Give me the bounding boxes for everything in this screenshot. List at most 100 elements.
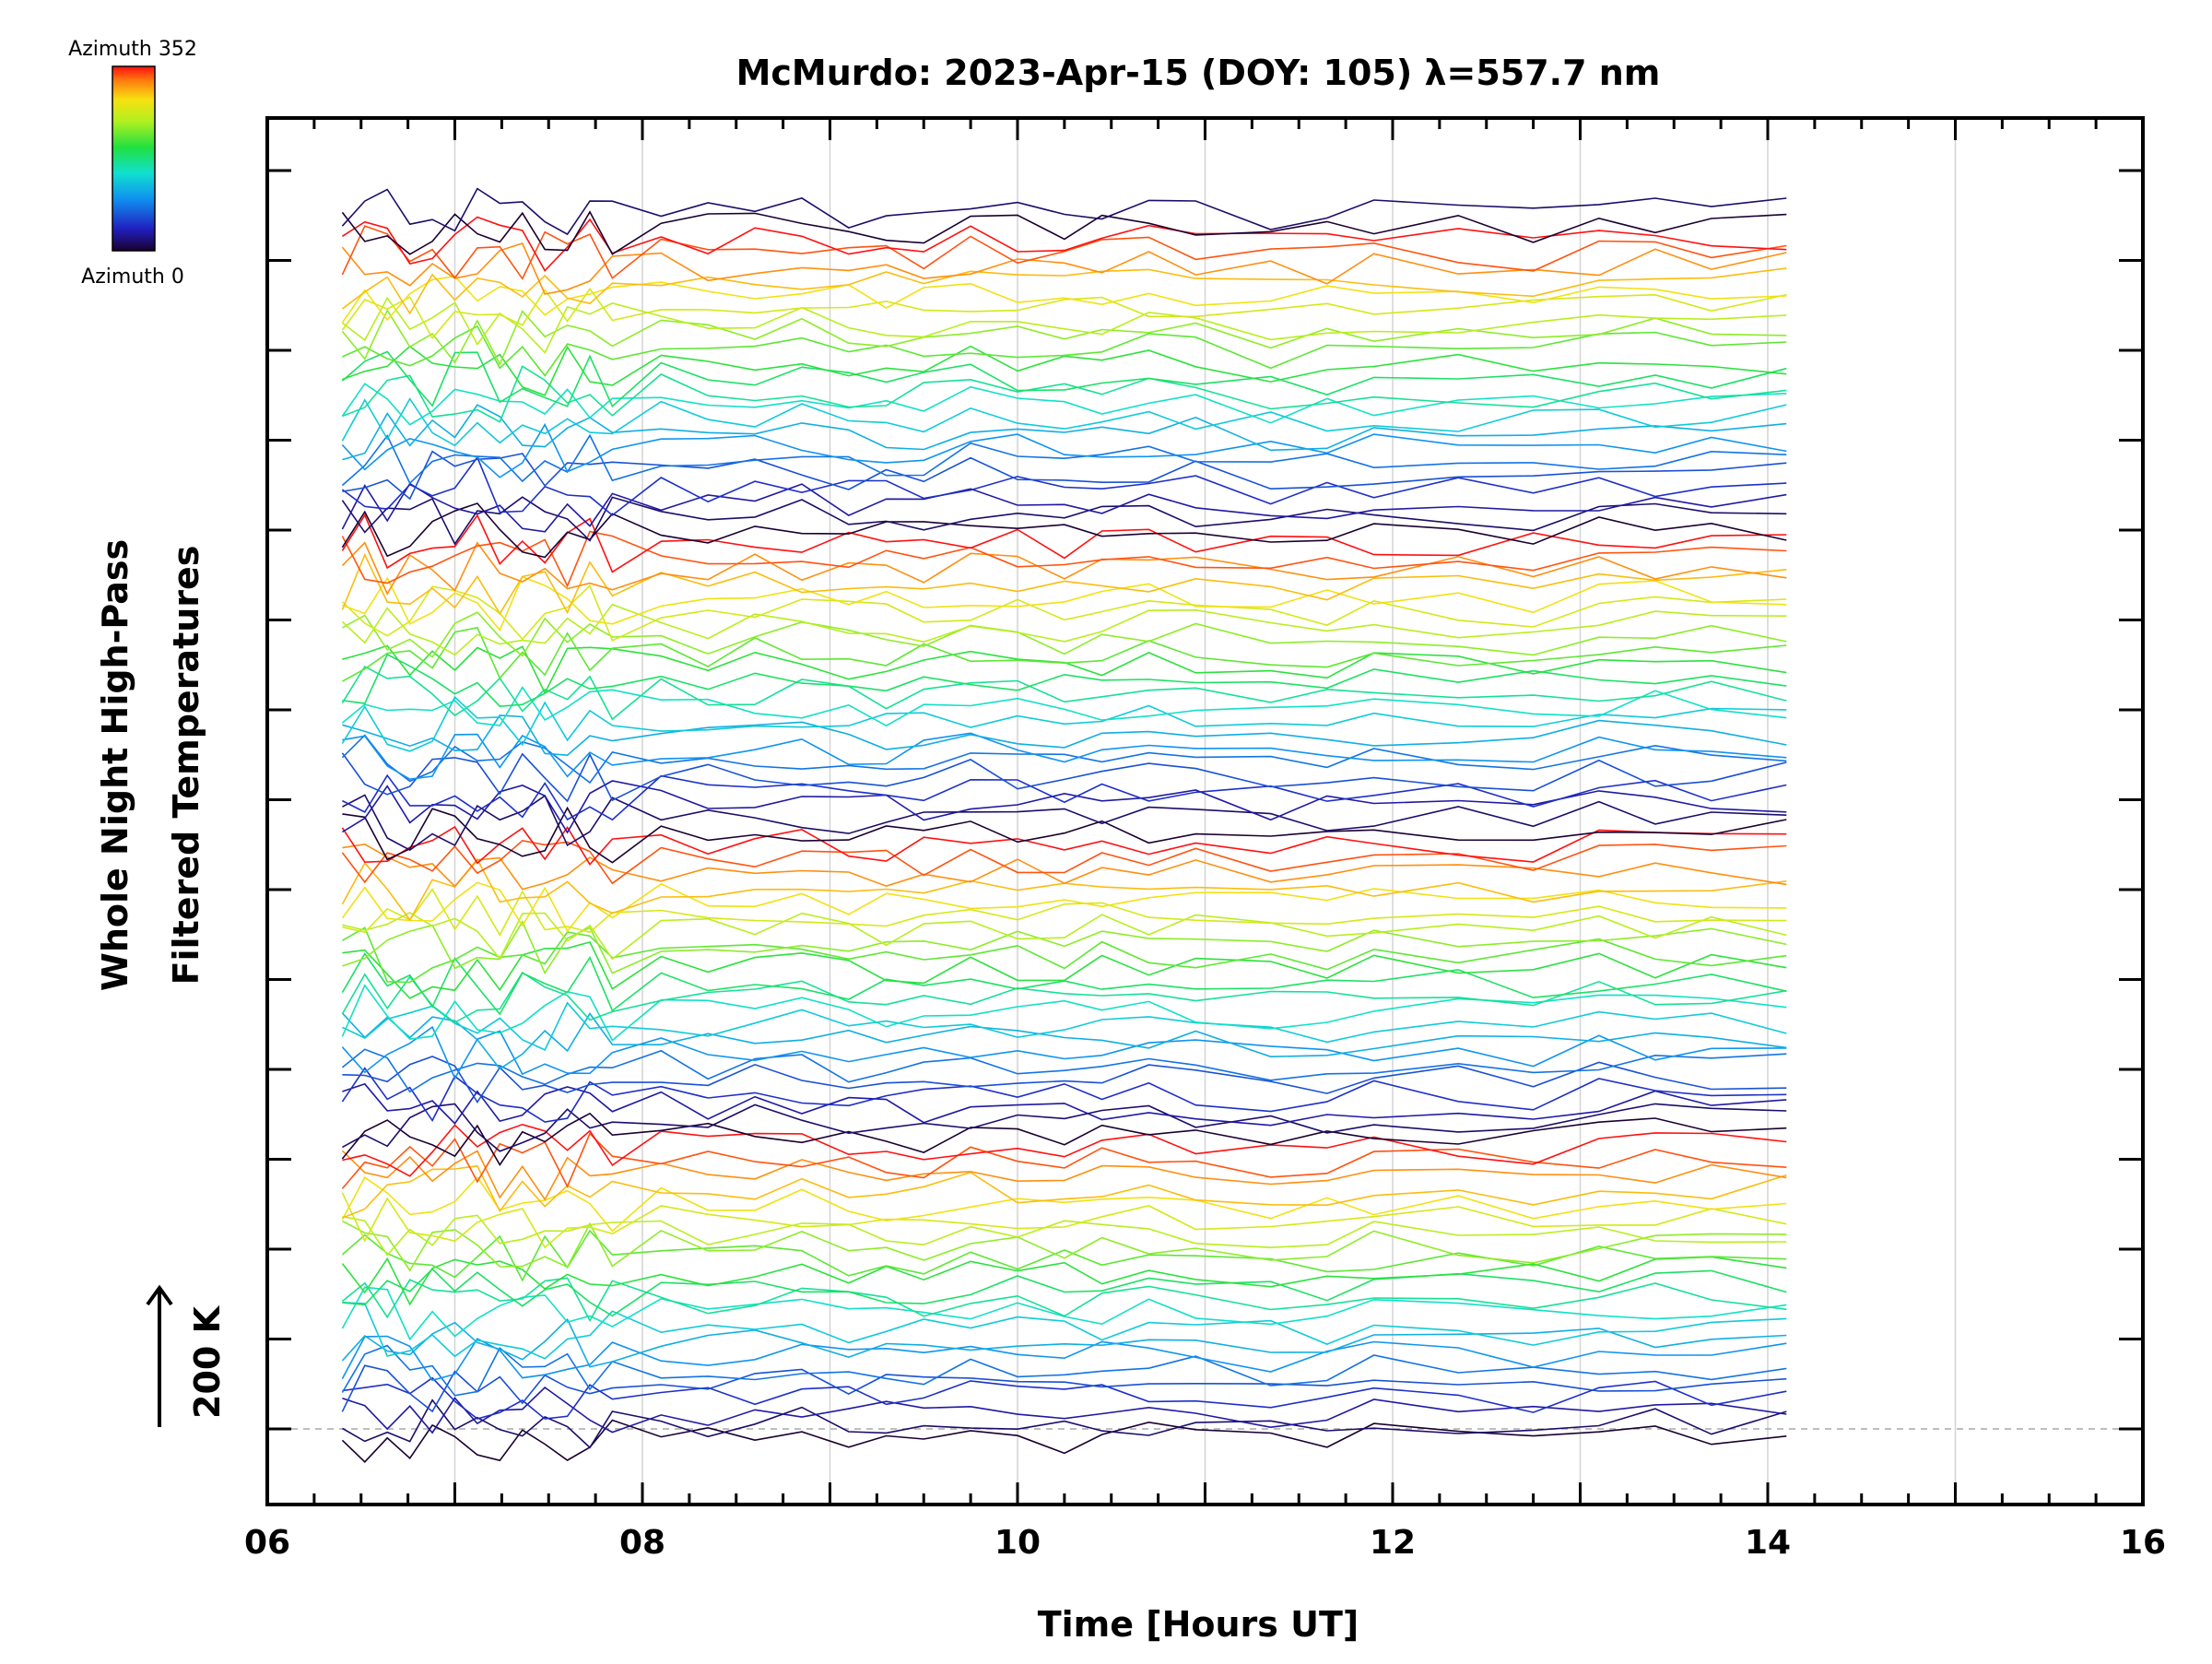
series-line (342, 653, 1787, 708)
series-line (341, 1112, 1787, 1167)
series-line (342, 714, 1787, 757)
series-line (342, 926, 1787, 984)
series-line (341, 210, 1787, 255)
colorbar-gradient (112, 65, 156, 252)
series-line (342, 1082, 1787, 1127)
series-line (341, 1256, 1787, 1306)
grid-lines (267, 118, 2143, 1505)
series-line (341, 1317, 1787, 1368)
series-line (341, 397, 1787, 447)
series-line (342, 365, 1787, 423)
series-line (341, 1277, 1787, 1323)
series-line (341, 513, 1787, 573)
series-line (341, 541, 1787, 596)
series-line (341, 1175, 1787, 1233)
series-line (342, 611, 1787, 658)
series-line (342, 773, 1787, 821)
series-line (341, 734, 1787, 785)
series-line (341, 502, 1787, 559)
scale-marker-label: 200 K (187, 1304, 228, 1419)
series-line (342, 1056, 1787, 1103)
series-line (342, 732, 1787, 781)
series-line (341, 1192, 1787, 1249)
series-line (341, 1419, 1787, 1463)
series-line (341, 780, 1787, 834)
colorbar-top-label: Azimuth 352 (68, 38, 197, 61)
series-line (342, 345, 1787, 396)
series-line (341, 839, 1787, 885)
series-line (341, 752, 1787, 803)
series-line (341, 825, 1787, 867)
series-line (341, 216, 1787, 272)
colorbar-bottom-label: Azimuth 0 (81, 266, 184, 289)
series-line (342, 1001, 1787, 1051)
axis-ticks (265, 118, 2145, 1505)
x-tick-label: 14 (1745, 1524, 1791, 1562)
x-tick-labels: 06 08 10 12 14 16 (244, 1524, 2166, 1562)
series-line (341, 296, 1787, 354)
y-axis-label-line-1: Whole Night High-Pass (95, 539, 135, 991)
series-line (341, 971, 1787, 1024)
series-line (342, 1376, 1787, 1420)
series-line (341, 422, 1787, 478)
series-line (341, 308, 1787, 366)
series-line (341, 1012, 1787, 1070)
x-tick-label: 16 (2120, 1524, 2166, 1562)
series-line (341, 1150, 1787, 1201)
scale-marker: 200 K (146, 1284, 228, 1427)
series-line (342, 888, 1787, 937)
series-line (341, 584, 1787, 642)
series-line (342, 843, 1787, 891)
series-line (342, 1103, 1787, 1152)
series-line (341, 242, 1787, 295)
series-line (341, 881, 1787, 933)
series-line (342, 626, 1787, 682)
x-tick-label: 06 (244, 1524, 290, 1562)
colorbar: Azimuth 352 Azimuth 0 (68, 38, 197, 289)
scale-arrow-head (146, 1284, 173, 1306)
chart-title: McMurdo: 2023-Apr-15 (DOY: 105) λ=557.7 … (736, 53, 1661, 93)
series-line (341, 686, 1787, 727)
series-line (341, 455, 1787, 516)
series-lines (341, 187, 1787, 1463)
series-line (341, 1344, 1787, 1397)
x-tick-label: 08 (619, 1524, 665, 1562)
series-line (341, 267, 1787, 315)
series-line (341, 552, 1787, 616)
series-line (341, 287, 1787, 340)
series-line (342, 1220, 1787, 1272)
series-line (341, 496, 1787, 546)
series-line (341, 695, 1787, 752)
series-line (342, 940, 1787, 999)
series-line (342, 1268, 1787, 1317)
series-line (342, 1123, 1787, 1177)
series-line (342, 794, 1787, 852)
series-line (342, 920, 1787, 975)
series-line (341, 984, 1787, 1042)
series-line (342, 450, 1787, 501)
series-line (341, 1025, 1787, 1080)
series-line (341, 1067, 1787, 1123)
series-line (342, 806, 1787, 864)
x-tick-label: 12 (1370, 1524, 1416, 1562)
series-line (341, 952, 1787, 1016)
series-line (341, 383, 1787, 426)
series-line (341, 603, 1787, 656)
x-axis-label: Time [Hours UT] (1038, 1604, 1359, 1645)
y-axis-label-line-2: Filtered Temperatures (166, 546, 206, 985)
series-line (341, 1335, 1787, 1382)
series-line (341, 350, 1787, 408)
series-line (341, 1229, 1787, 1282)
series-line (341, 433, 1787, 487)
x-tick-label: 10 (994, 1524, 1041, 1562)
series-line (342, 575, 1787, 632)
series-line (342, 1302, 1787, 1360)
series-line (341, 1132, 1787, 1189)
series-line (342, 644, 1787, 695)
series-line (342, 1398, 1787, 1449)
series-line (342, 404, 1787, 461)
series-line (342, 325, 1787, 377)
series-line (341, 187, 1787, 236)
